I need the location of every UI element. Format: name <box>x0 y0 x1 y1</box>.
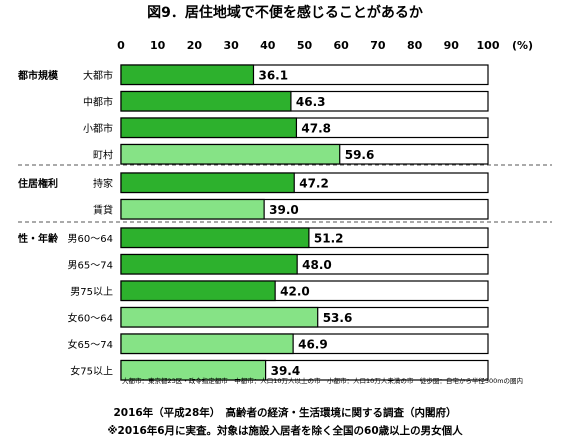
x-tick-label: 60 <box>334 39 350 52</box>
bar <box>120 143 341 165</box>
chart-note: 大都市：東京都23区・政令指定都市 中都市：人口10万人以上の市 小都市：人口1… <box>122 376 523 385</box>
x-tick-label: 100 <box>477 39 500 52</box>
x-tick-label: 90 <box>444 39 460 52</box>
category-label: 男65～74 <box>68 259 113 271</box>
group-label: 性・年齢 <box>17 232 59 245</box>
group-dividers <box>18 164 552 223</box>
category-label: 男75以上 <box>70 286 113 298</box>
category-label: 男60～64 <box>68 233 113 245</box>
bar <box>120 306 319 328</box>
bar-value-label: 39.4 <box>271 364 301 378</box>
category-label: 大都市 <box>83 69 113 82</box>
chart-title: 図9．居住地域で不便を感じることがあるか <box>147 4 423 21</box>
bar-value-label: 53.6 <box>323 311 353 325</box>
x-tick-label: 30 <box>223 39 239 52</box>
bar <box>120 333 294 355</box>
bar <box>120 227 310 249</box>
bar <box>120 253 298 275</box>
bar-value-label: 46.9 <box>298 337 328 351</box>
category-label: 小都市 <box>83 122 113 135</box>
x-axis-ticks: 0 10 20 30 40 50 60 70 80 90 100 <box>117 39 500 52</box>
category-label: 女60～64 <box>68 311 113 324</box>
bar-value-label: 42.0 <box>280 284 310 298</box>
footer-line-2: ※2016年6月に実査。対象は施設入居者を除く全国の60歳以上の男女個人 <box>107 424 463 437</box>
x-tick-label: 80 <box>407 39 423 52</box>
bar <box>120 90 292 112</box>
x-tick-label: 70 <box>370 39 386 52</box>
x-tick-label: 40 <box>260 39 276 52</box>
x-tick-label: 20 <box>187 39 203 52</box>
category-label: 女65～74 <box>68 338 113 351</box>
bar <box>120 172 295 194</box>
bar-value-label: 36.1 <box>258 68 288 82</box>
x-tick-label: 0 <box>117 39 125 52</box>
bar-value-label: 51.2 <box>314 231 344 245</box>
group-label: 住居権利 <box>18 177 58 190</box>
x-tick-label: 50 <box>297 39 313 52</box>
category-label: 中都市 <box>83 95 113 108</box>
bar <box>120 359 267 381</box>
bar-value-label: 59.6 <box>345 148 375 162</box>
bar <box>120 198 265 220</box>
category-label: 持家 <box>93 177 113 190</box>
bars: 大都市 36.1 中都市 46.3 小都市 47.8 町村 59.6 持家 47.2 賃貸 39.0 男… <box>68 64 489 381</box>
x-tick-label: 10 <box>150 39 166 52</box>
category-label: 賃貸 <box>93 203 113 216</box>
bar-value-label: 46.3 <box>296 95 326 109</box>
category-label: 女75以上 <box>70 364 113 377</box>
footer-line-1: 2016年（平成28年） 高齢者の経済・生活環境に関する調査（内閣府） <box>113 406 456 419</box>
bar-value-label: 47.2 <box>299 176 329 190</box>
bar <box>120 64 255 86</box>
bar-value-label: 39.0 <box>269 203 299 217</box>
category-label: 町村 <box>93 148 113 161</box>
unit-label: (%) <box>512 39 533 52</box>
bar-value-label: 48.0 <box>302 258 332 272</box>
bar <box>120 280 276 302</box>
bar <box>120 117 298 139</box>
group-label: 都市規模 <box>17 69 59 82</box>
bar-value-label: 47.8 <box>301 121 331 135</box>
